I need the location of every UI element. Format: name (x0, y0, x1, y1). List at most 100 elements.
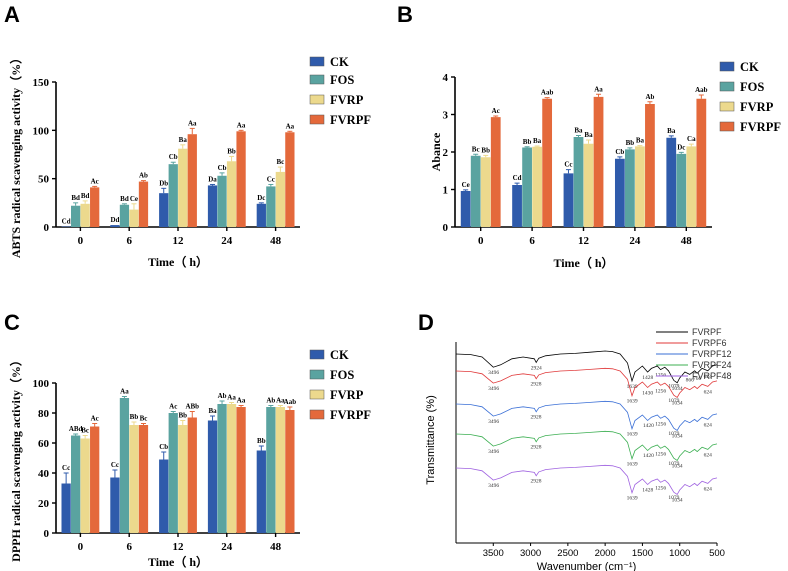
data-label: Bd (81, 192, 90, 200)
bar-ck (159, 459, 169, 533)
peak-label: 624 (704, 422, 713, 428)
peak-label: 1079 (668, 398, 679, 404)
bar-fvrp (80, 438, 90, 533)
peak-label: 2928 (530, 414, 541, 420)
legend-label-fvrp: FVRP (740, 100, 774, 114)
panel-d: D 3500 3000 2500 2000 1500 1000 500 Wavenumber (… (418, 310, 732, 571)
y-tick-label: 2 (443, 147, 449, 159)
data-label: Aab (284, 398, 297, 406)
bar-fvrp (129, 425, 139, 533)
legend-label-fos: FOS (330, 368, 354, 382)
data-label: Ba (208, 407, 217, 415)
y-axis-title: ABTS radical scavenging activity（%） (8, 52, 23, 258)
peak-label: 1256 (655, 485, 666, 491)
data-label: Ab (266, 397, 275, 405)
bar-fos (573, 137, 584, 227)
peak-label: 2924 (531, 365, 542, 371)
data-label: Aab (541, 89, 554, 97)
x-tick-label: 2500 (557, 548, 578, 559)
legend-swatch-ck (719, 61, 735, 72)
legend-label-fvrpf24: FVRPF24 (692, 360, 732, 370)
legend-label-fvrpf: FVRPF (692, 327, 722, 337)
legend-swatch-ck (309, 349, 325, 360)
legend-swatch-fos (309, 369, 325, 380)
y-axis-title: Transmittance (%) (425, 395, 437, 484)
data-label: Ce (462, 181, 470, 189)
bar-fos (71, 435, 81, 533)
y-tick-label: 0 (443, 222, 449, 234)
x-tick-label: 12 (173, 235, 185, 247)
y-tick-label: 0 (44, 528, 50, 540)
bar-fos (71, 205, 81, 227)
bar-fvrpf (490, 117, 501, 227)
bar-fos (266, 407, 276, 533)
bar-fos (676, 153, 687, 227)
y-tick-label: 3 (443, 110, 449, 122)
peak-label: 1034 (672, 400, 683, 406)
x-axis-title: Time（ h） (148, 554, 208, 569)
bar-fvrpf (90, 187, 100, 227)
peak-label: 3496 (488, 370, 499, 376)
peak-label: 624 (704, 389, 713, 395)
x-tick-label: 0 (478, 235, 484, 247)
legend-label-fvrpf: FVRPF (330, 113, 371, 127)
bar-ck (207, 185, 218, 227)
x-tick-label: 48 (270, 541, 282, 553)
peak-label: 1430 (642, 391, 653, 397)
y-tick-label: 1 (443, 185, 449, 197)
x-axis-title: Wavenumber (cm⁻¹) (537, 561, 637, 571)
legend-swatch-fvrp (309, 94, 325, 105)
data-label: Bd (71, 194, 80, 202)
data-label: Cc (564, 161, 572, 169)
data-label: Cb (218, 164, 227, 172)
bar-fvrpf (285, 410, 295, 533)
data-label: Dc (257, 194, 265, 202)
legend-label-fvrpf: FVRPF (740, 120, 781, 134)
bar-fos (470, 155, 481, 227)
bar-fvrp (129, 209, 139, 227)
spectrum-fvrpf6 (455, 367, 718, 398)
legend-label-fvrpf12: FVRPF12 (692, 349, 732, 359)
data-label: Aa (227, 394, 236, 402)
data-label: Aa (188, 119, 197, 127)
legend-label-ck: CK (330, 55, 349, 69)
data-label: Aa (120, 388, 129, 396)
bar-ck (207, 420, 218, 533)
data-label: Bc (140, 415, 148, 423)
peak-label: 1079 (668, 383, 679, 389)
bar-ck (256, 203, 266, 227)
data-label: Bc (276, 158, 284, 166)
data-label: ABd (69, 425, 83, 433)
x-axis-title: Time（ h） (553, 255, 613, 270)
peak-label: 3496 (488, 419, 499, 425)
peak-label: 1034 (672, 433, 683, 439)
y-tick-label: 50 (38, 174, 50, 186)
panel-letter: B (397, 2, 413, 27)
data-label: Aa (594, 85, 603, 93)
legend-label-fvrp: FVRP (330, 93, 364, 107)
x-tick-label: 0 (78, 235, 84, 247)
x-tick-label: 1500 (632, 548, 653, 559)
bar-fvrpf (138, 181, 149, 227)
bar-fos (522, 147, 532, 227)
legend-swatch-ck (309, 56, 325, 67)
peak-label: 1256 (655, 451, 666, 457)
bar-ck (512, 185, 522, 227)
bar-fos (625, 149, 635, 227)
bar-fvrp (275, 171, 285, 227)
x-tick-label: 0 (78, 541, 84, 553)
peak-label: 3496 (488, 483, 499, 489)
data-label: Ac (169, 403, 177, 411)
bar-fvrp (178, 148, 188, 227)
data-label: Cc (111, 461, 119, 469)
y-tick-label: 80 (38, 408, 50, 420)
data-label: Bb (227, 147, 236, 155)
peak-label: 2928 (530, 381, 541, 387)
bar-fvrpf (236, 407, 246, 533)
legend-label-fvrp: FVRP (330, 388, 364, 402)
panel-letter: A (4, 2, 20, 27)
peak-label: 1639 (627, 432, 638, 438)
